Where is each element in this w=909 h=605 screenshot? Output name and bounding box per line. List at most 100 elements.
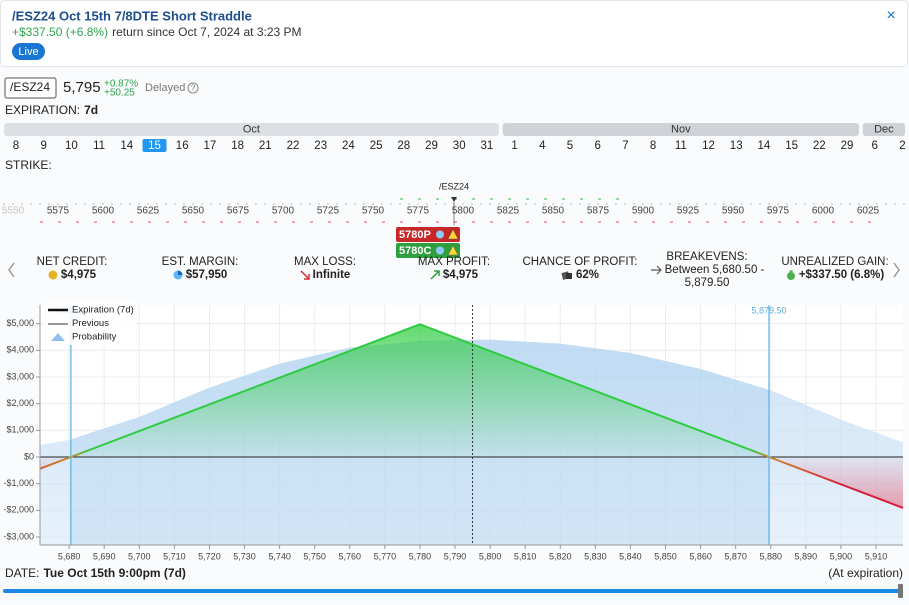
day[interactable]: 9: [40, 140, 46, 152]
call-dot: [598, 198, 601, 200]
day[interactable]: 16: [176, 140, 189, 152]
position-label[interactable]: 5780C: [399, 245, 431, 257]
return-gain: +$337.50 (+6.8%): [12, 25, 108, 39]
day[interactable]: 6: [594, 140, 600, 152]
strike-tick[interactable]: 5650: [182, 206, 205, 217]
legend-label[interactable]: Expiration (7d): [72, 305, 134, 316]
stat: CHANCE OF PROFIT: 62%: [518, 256, 642, 282]
strike-tick[interactable]: 5800: [452, 206, 475, 217]
expiration-value: 7d: [84, 103, 98, 117]
strike-tick[interactable]: 6025: [857, 206, 880, 217]
day[interactable]: 11: [675, 140, 687, 152]
strike-tick[interactable]: 5850: [542, 206, 565, 217]
strike-tick[interactable]: 5600: [92, 206, 115, 217]
y-tick-label: $3,000: [6, 371, 34, 381]
strike-tick[interactable]: 5950: [722, 206, 745, 217]
month-bar[interactable]: [862, 123, 905, 136]
x-tick-label: 5,890: [795, 551, 818, 561]
day[interactable]: 18: [231, 140, 244, 152]
day[interactable]: 12: [702, 140, 715, 152]
day[interactable]: 6: [871, 140, 877, 152]
day[interactable]: 10: [65, 140, 78, 152]
slider-knob[interactable]: [898, 584, 903, 598]
put-dot: [364, 221, 367, 223]
strike-tick[interactable]: 6000: [812, 206, 835, 217]
x-tick-label: 5,860: [689, 551, 712, 561]
live-pill[interactable]: [12, 43, 45, 60]
x-tick-label: 5,810: [514, 551, 537, 561]
day[interactable]: 21: [259, 140, 272, 152]
day[interactable]: 29: [841, 140, 854, 152]
strike-tick[interactable]: 5575: [47, 206, 70, 217]
day[interactable]: 5: [567, 140, 573, 152]
strike-tick[interactable]: 5550: [2, 206, 25, 217]
put-dot: [634, 221, 637, 223]
put-dot: [868, 221, 871, 223]
month-label[interactable]: Dec: [874, 123, 894, 135]
strike-tick[interactable]: 5675: [227, 206, 250, 217]
position-label[interactable]: 5780P: [399, 229, 431, 241]
day[interactable]: 2: [899, 140, 905, 152]
month-bar[interactable]: [4, 123, 499, 136]
month-label[interactable]: Nov: [671, 123, 691, 135]
prev-arrow[interactable]: [8, 262, 15, 278]
strike-tick[interactable]: 5625: [137, 206, 160, 217]
day[interactable]: 22: [813, 140, 826, 152]
day[interactable]: 23: [314, 140, 327, 152]
help-mark[interactable]: ?: [191, 84, 196, 93]
x-tick-label: 5,690: [93, 551, 116, 561]
day[interactable]: 11: [93, 140, 105, 152]
symbol-input[interactable]: [4, 77, 57, 99]
call-dot: [562, 198, 565, 200]
day[interactable]: 7: [622, 140, 628, 152]
day[interactable]: 31: [481, 140, 494, 152]
stat-label: MAX LOSS:: [294, 256, 356, 268]
day[interactable]: 30: [453, 140, 466, 152]
date-value: Tue Oct 15th 9:00pm (7d): [43, 566, 185, 580]
day[interactable]: 17: [204, 140, 217, 152]
strike-tick[interactable]: 5700: [272, 206, 295, 217]
day[interactable]: 1: [511, 140, 517, 152]
strategy-title: /ESZ24 Oct 15th 7/8DTE Short Straddle: [12, 8, 252, 23]
symbol[interactable]: /ESZ24: [10, 80, 50, 94]
day[interactable]: 15: [148, 140, 161, 152]
stat-value: 62%: [575, 269, 600, 281]
y-tick-label: -$2,000: [3, 505, 34, 515]
day[interactable]: 14: [120, 140, 133, 152]
month-label[interactable]: Oct: [243, 123, 260, 135]
legend-label[interactable]: Previous: [72, 318, 109, 329]
day[interactable]: 22: [287, 140, 300, 152]
day[interactable]: 4: [539, 140, 546, 152]
call-dot: [544, 198, 547, 200]
legend-label[interactable]: Probability: [72, 332, 117, 343]
strike-tick[interactable]: 5725: [317, 206, 340, 217]
live-label[interactable]: Live: [18, 46, 38, 58]
close-button[interactable]: ×: [886, 7, 895, 24]
strike-tick[interactable]: 5775: [407, 206, 430, 217]
strike-tick[interactable]: 5975: [767, 206, 790, 217]
help-icon[interactable]: [187, 82, 199, 94]
day[interactable]: 14: [758, 140, 771, 152]
strike-tick[interactable]: 5925: [677, 206, 700, 217]
strike-tick[interactable]: 5825: [497, 206, 520, 217]
day[interactable]: 29: [425, 140, 438, 152]
strike-tick[interactable]: 5900: [632, 206, 655, 217]
next-arrow[interactable]: [893, 262, 900, 278]
position-tag[interactable]: [396, 243, 460, 258]
strike-tick[interactable]: 5750: [362, 206, 385, 217]
price-marker: [451, 197, 457, 202]
strike-tick[interactable]: 5875: [587, 206, 610, 217]
day[interactable]: 8: [13, 140, 19, 152]
position-tag[interactable]: [396, 227, 460, 242]
strike-ladder: 5550 5575 5600 5625 5650 5675 5700 5725 5750 5775…: [2, 181, 905, 258]
month-bar[interactable]: [502, 123, 859, 136]
day[interactable]: 13: [730, 140, 743, 152]
day[interactable]: 24: [342, 140, 355, 152]
day[interactable]: 8: [650, 140, 656, 152]
day[interactable]: 25: [370, 140, 383, 152]
day[interactable]: 28: [397, 140, 410, 152]
selected-day[interactable]: [142, 139, 167, 152]
x-tick-label: 5,820: [549, 551, 572, 561]
day[interactable]: 15: [785, 140, 798, 152]
call-dot: [472, 198, 475, 200]
